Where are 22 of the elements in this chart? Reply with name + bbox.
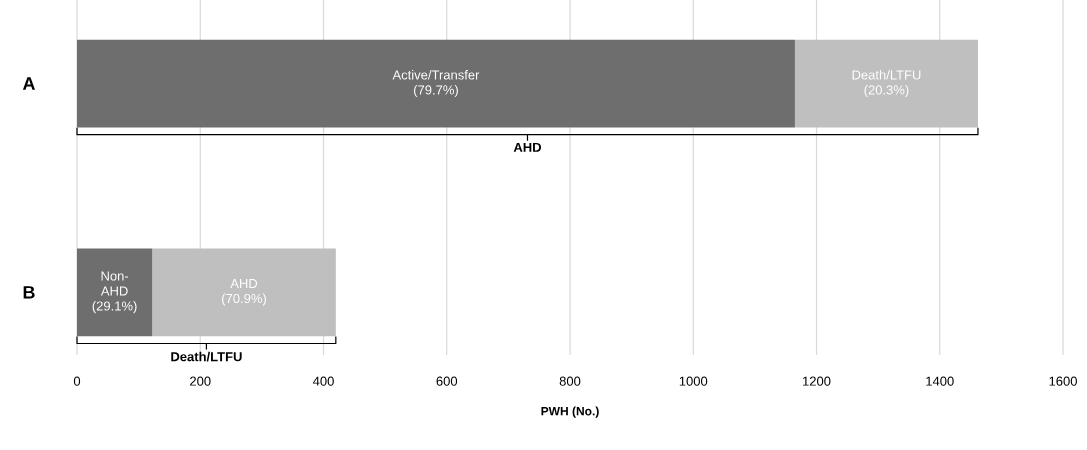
x-tick-label: 400 [312,376,334,386]
bar [794,39,978,128]
x-axis-title: PWH (No.) [541,406,599,418]
x-tick-label: 1200 [803,376,831,386]
annotation: Non-AHD (29.1%) [92,271,137,314]
y-tick-label: B [23,286,35,299]
x-tick-label: 200 [190,376,211,386]
x-tick-label: 1000 [679,376,708,386]
x-tick-label: 800 [559,376,581,386]
x-tick-label: 1400 [926,376,954,386]
annotation: Death/LTFU (20.3%) [852,69,921,98]
y-tick-label: A [22,77,35,90]
annotation: AHD [513,142,542,152]
bar [77,39,795,128]
annotation: Death/LTFU [171,351,242,362]
annotation: AHD (70.9%) [222,279,266,306]
bar [152,248,336,337]
x-tick-label: 600 [436,376,458,386]
bar [77,248,153,337]
x-tick-label: 1600 [1049,376,1077,386]
annotation: Active/Transfer (79.7%) [392,69,480,98]
x-tick-label: 0 [73,376,81,386]
